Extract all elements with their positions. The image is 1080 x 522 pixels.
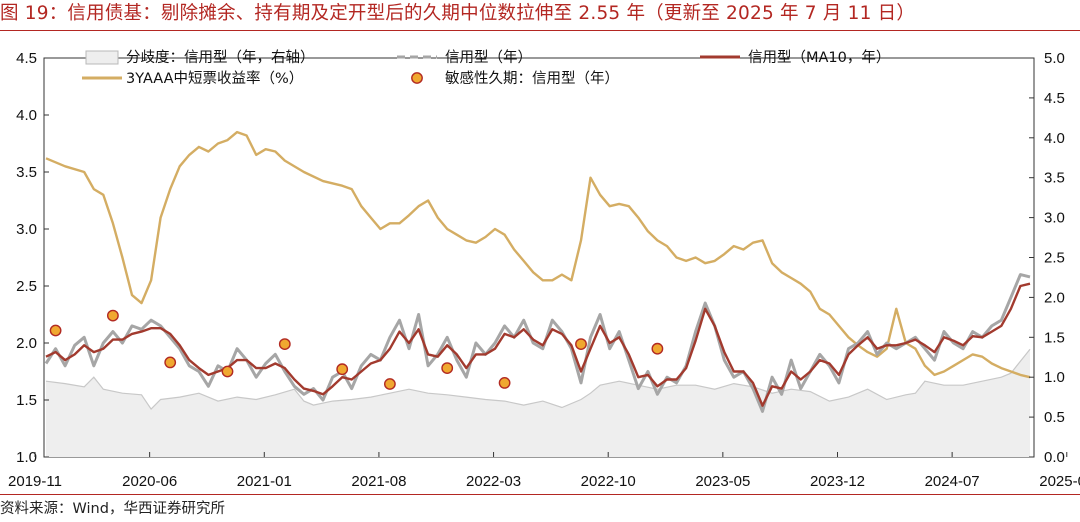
y-right-tick-label-3: 1.5 (1044, 329, 1065, 346)
x-tick-label-6: 2023-05 (695, 473, 750, 490)
x-tick-label-7: 2023-12 (810, 473, 865, 490)
yield-3yaaa-line (45, 130, 1031, 379)
y-right-tick-label-2: 1.0 (1044, 369, 1065, 386)
source-note: 资料来源：Wind，华西证券研究所 (0, 501, 225, 517)
y-right-tick-label-8: 4.0 (1044, 130, 1065, 147)
sensitivity-point-4 (221, 365, 234, 378)
dispersion-area-outline (45, 348, 1031, 411)
sensitivity-point-1 (49, 324, 62, 337)
x-tick-label-5: 2022-10 (581, 473, 636, 490)
x-tick-label-8: 2024-07 (925, 473, 980, 490)
credit-duration-line (44, 273, 1031, 413)
sensitivity-point-2 (107, 309, 119, 322)
y-right-tick-label-5: 2.5 (1044, 250, 1065, 267)
legend-label-3: 3YAAA中短票收益率（%） (126, 70, 303, 87)
credit-duration-ma10-line (45, 282, 1031, 407)
legend-label-4: 敏感性久期：信用型（年） (445, 70, 619, 87)
sensitivity-point-10 (575, 338, 587, 350)
legend-swatch-dispersion (85, 50, 119, 65)
y-right-tick-label-0: 0.0 (1044, 449, 1065, 466)
figure-title: 图 19：信用债基：剔除摊余、持有期及定开型后的久期中位数拉伸至 2.55 年（… (0, 3, 916, 24)
y-right-tick-label-6: 3.0 (1044, 210, 1065, 227)
y-right-tick-label-4: 2.0 (1044, 289, 1065, 306)
axes: 1.0 1.5 2.0 2.5 3.0 3.5 4.0 4.5 0.0 0.5 1.0 1.5 2.0 2… (8, 50, 1080, 490)
sensitivity-point-3 (164, 356, 177, 369)
y-left-tick-label-4: 3.0 (16, 221, 37, 238)
legend-swatch-sensitivity (411, 72, 423, 84)
x-tick-label-1: 2020-06 (122, 473, 177, 490)
legend: 分歧度：信用型（年，右轴） 信用型（年） 信用型（MA10，年） 3YAAA中短票收益… (82, 49, 890, 87)
sensitivity-duration-points (49, 309, 664, 390)
footer-rule (0, 494, 1080, 495)
x-tick-label-4: 2022-03 (466, 473, 521, 490)
y-left-tick-label-5: 3.5 (16, 164, 37, 181)
x-tick-label-9: 2025-02 (1039, 473, 1080, 490)
legend-label-2: 信用型（MA10，年） (748, 49, 890, 66)
y-left-tick-label-1: 1.5 (16, 392, 37, 409)
y-right-tick-label-10: 5.0 (1044, 50, 1065, 67)
legend-label-1: 信用型（年） (445, 49, 532, 66)
sensitivity-point-7 (383, 378, 396, 390)
sensitivity-point-9 (498, 376, 511, 389)
y-left-tick-label-6: 4.0 (16, 107, 37, 124)
y-left-tick-label-7: 4.5 (16, 50, 37, 67)
x-tick-label-0: 2019-11 (8, 473, 62, 490)
y-left-tick-label-2: 2.0 (16, 335, 37, 352)
title-rule (0, 30, 1080, 31)
y-right-tick-label-7: 3.5 (1044, 170, 1065, 187)
x-tick-label-2: 2021-01 (237, 473, 292, 490)
sensitivity-point-5 (278, 338, 291, 350)
legend-label-0: 分歧度：信用型（年，右轴） (126, 49, 315, 66)
sensitivity-point-6 (336, 363, 349, 376)
x-tick-label-3: 2021-08 (351, 473, 406, 490)
dispersion-area (46, 349, 1030, 457)
sensitivity-point-8 (441, 362, 454, 374)
y-left-tick-label-0: 1.0 (16, 449, 37, 466)
y-left-tick-label-3: 2.5 (16, 278, 37, 295)
y-right-tick-label-1: 0.5 (1044, 409, 1065, 426)
y-right-tick-label-9: 4.5 (1044, 90, 1065, 107)
sensitivity-point-11 (651, 342, 664, 355)
